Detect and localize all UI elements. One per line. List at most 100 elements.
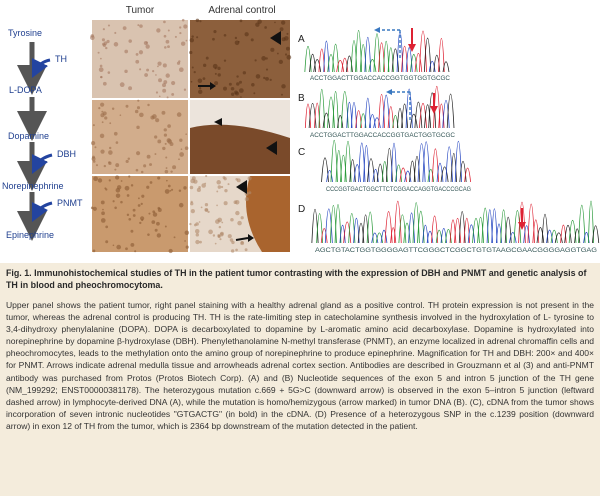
cell <box>170 170 173 173</box>
cell <box>107 71 111 74</box>
trace-peak <box>323 40 330 73</box>
cell <box>207 210 210 214</box>
trace-peak <box>401 103 408 129</box>
trace-peak <box>339 224 346 244</box>
cell <box>126 194 130 197</box>
trace-peak <box>309 53 317 73</box>
cell <box>163 80 168 84</box>
cell <box>99 133 105 139</box>
cell <box>114 168 117 171</box>
cell <box>163 20 166 24</box>
cell <box>111 107 115 111</box>
cell <box>139 68 142 71</box>
cell <box>184 240 186 242</box>
trace-peak <box>442 61 450 73</box>
micrographs <box>90 18 292 254</box>
trace-peak <box>491 208 498 244</box>
trace-peak <box>449 219 457 244</box>
cell <box>112 244 115 247</box>
trace-peak <box>353 164 361 183</box>
panel-letter: C <box>298 147 305 158</box>
cell <box>190 80 193 83</box>
trace-peak <box>442 100 450 129</box>
cell <box>167 124 171 128</box>
cell <box>202 77 206 80</box>
pathway-step: Dopamine <box>8 131 49 141</box>
trace-peak <box>560 224 567 244</box>
cell <box>101 38 105 42</box>
cell <box>195 233 199 237</box>
cell <box>198 89 203 95</box>
cell <box>128 39 132 43</box>
trace-peak <box>408 212 415 244</box>
cell <box>112 200 115 203</box>
cell <box>102 208 104 211</box>
cell <box>146 68 150 72</box>
cell <box>223 33 227 37</box>
trace-peak <box>417 143 426 183</box>
cell <box>165 39 170 44</box>
cell <box>198 221 201 223</box>
cell <box>101 110 104 113</box>
cell <box>179 26 182 29</box>
cell <box>120 200 123 204</box>
cell <box>100 102 105 107</box>
cell <box>156 233 162 238</box>
cell <box>155 118 160 123</box>
trace-peak <box>513 210 522 244</box>
enzyme-label: PNMT <box>57 198 83 208</box>
cell <box>169 189 172 192</box>
cell <box>164 189 170 194</box>
cell <box>190 208 195 214</box>
trace-peak <box>345 55 353 73</box>
micrograph-markers <box>198 31 281 242</box>
trace-peak <box>371 232 379 244</box>
cell <box>154 228 158 232</box>
cell <box>171 80 176 86</box>
trace-peak <box>419 103 427 129</box>
cell <box>179 152 184 157</box>
trace-peak <box>390 227 397 244</box>
cell <box>189 185 194 190</box>
cell <box>165 73 170 78</box>
cell <box>119 114 122 117</box>
sequence: ACCTGGACTTGGACCACCGGTGGTGGTGCGC <box>310 75 450 82</box>
cell <box>230 92 235 96</box>
cell <box>141 194 145 198</box>
cell <box>265 76 269 81</box>
trace-peak <box>587 200 595 244</box>
trace-peak <box>332 91 339 129</box>
cell <box>162 63 167 68</box>
cell <box>237 40 240 43</box>
cell <box>204 182 207 185</box>
trace-peak <box>554 232 563 244</box>
cell <box>95 164 98 167</box>
cell <box>204 203 209 207</box>
cell <box>157 61 162 66</box>
cell <box>281 20 286 25</box>
cell <box>138 197 140 200</box>
cell <box>165 167 168 169</box>
cell <box>236 75 239 78</box>
cell <box>97 178 103 183</box>
trace-peak <box>368 114 376 129</box>
pathway-step: Epinephrine <box>6 230 54 240</box>
cell <box>212 37 215 41</box>
cell <box>239 80 242 84</box>
cell <box>149 163 153 167</box>
cell <box>198 86 202 90</box>
cell <box>152 210 156 214</box>
cell <box>138 50 144 55</box>
trace-peak <box>541 214 549 244</box>
trace-peak <box>467 224 476 244</box>
cell <box>189 50 193 55</box>
cell <box>219 238 222 241</box>
cell <box>130 184 134 187</box>
trace-peak <box>326 169 333 183</box>
cell <box>149 181 153 184</box>
cell <box>244 248 248 252</box>
trace-peak <box>523 225 530 244</box>
cell <box>108 150 113 155</box>
cell <box>124 185 130 191</box>
cell <box>230 86 235 91</box>
